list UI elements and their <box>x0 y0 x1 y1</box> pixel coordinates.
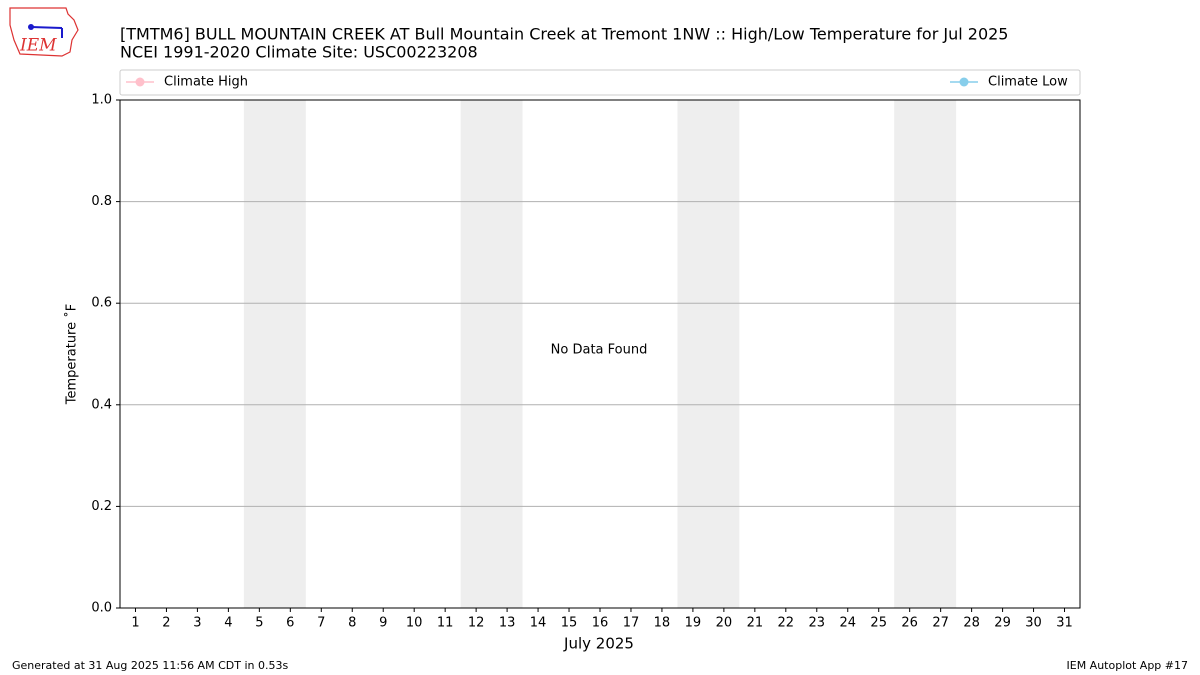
footer-right: IEM Autoplot App #17 <box>1067 659 1189 672</box>
weekend-band <box>243 100 306 608</box>
x-axis-label: July 2025 <box>563 635 634 653</box>
axes-frame <box>119 99 1081 609</box>
legend-label: Climate Low <box>988 75 1068 90</box>
x-tick-label: 3 <box>193 616 201 631</box>
logo-icon <box>30 26 63 29</box>
chart-title: [TMTM6] BULL MOUNTAIN CREEK AT Bull Moun… <box>120 25 1008 44</box>
x-tick-label: 23 <box>809 616 826 631</box>
x-tick-label: 16 <box>592 616 609 631</box>
legend-marker <box>135 77 145 87</box>
x-tick-label: 19 <box>685 616 702 631</box>
x-tick-label: 1 <box>131 616 139 631</box>
y-tick-label: 1.0 <box>91 93 112 108</box>
x-tick-label: 2 <box>162 616 170 631</box>
x-tick-label: 14 <box>530 616 547 631</box>
logo-text: IEM <box>19 36 57 56</box>
y-tick-label: 0.2 <box>91 499 112 514</box>
x-tick-label: 11 <box>437 616 454 631</box>
annotation: No Data Found <box>551 343 648 358</box>
x-tick-label: 12 <box>468 616 485 631</box>
y-tick-label: 0.4 <box>91 397 112 412</box>
logo: IEM <box>9 7 79 57</box>
x-tick-label: 18 <box>654 616 671 631</box>
x-tick-label: 30 <box>1025 616 1042 631</box>
x-tick-label: 28 <box>963 616 980 631</box>
y-tick-label: 0.8 <box>91 194 112 209</box>
y-axis-label: Temperature ˚F <box>64 304 80 405</box>
weekend-band <box>460 100 523 608</box>
x-tick-label: 29 <box>994 616 1011 631</box>
logo-outline <box>9 7 79 57</box>
x-tick-label: 21 <box>747 616 764 631</box>
weekend-band <box>677 100 740 608</box>
x-tick-label: 25 <box>870 616 887 631</box>
x-tick-label: 31 <box>1056 616 1073 631</box>
x-tick-label: 20 <box>716 616 733 631</box>
x-tick-label: 26 <box>901 616 918 631</box>
x-tick-label: 8 <box>348 616 356 631</box>
footer-left: Generated at 31 Aug 2025 11:56 AM CDT in… <box>12 659 288 672</box>
x-tick-label: 24 <box>839 616 856 631</box>
x-tick-label: 10 <box>406 616 423 631</box>
x-tick-label: 4 <box>224 616 232 631</box>
x-tick-label: 9 <box>379 616 387 631</box>
legend-label: Climate High <box>164 75 248 90</box>
weekend-band <box>894 100 957 608</box>
x-tick-label: 17 <box>623 616 640 631</box>
x-tick-label: 15 <box>561 616 578 631</box>
x-tick-label: 6 <box>286 616 294 631</box>
x-tick-label: 22 <box>778 616 795 631</box>
x-tick-label: 13 <box>499 616 516 631</box>
x-tick-label: 7 <box>317 616 325 631</box>
y-tick-label: 0.6 <box>91 296 112 311</box>
legend <box>119 69 1081 96</box>
chart-subtitle: NCEI 1991-2020 Climate Site: USC00223208 <box>120 43 478 62</box>
x-tick-label: 5 <box>255 616 263 631</box>
x-tick-label: 27 <box>932 616 949 631</box>
legend-marker <box>959 77 969 87</box>
y-tick-label: 0.0 <box>91 601 112 616</box>
